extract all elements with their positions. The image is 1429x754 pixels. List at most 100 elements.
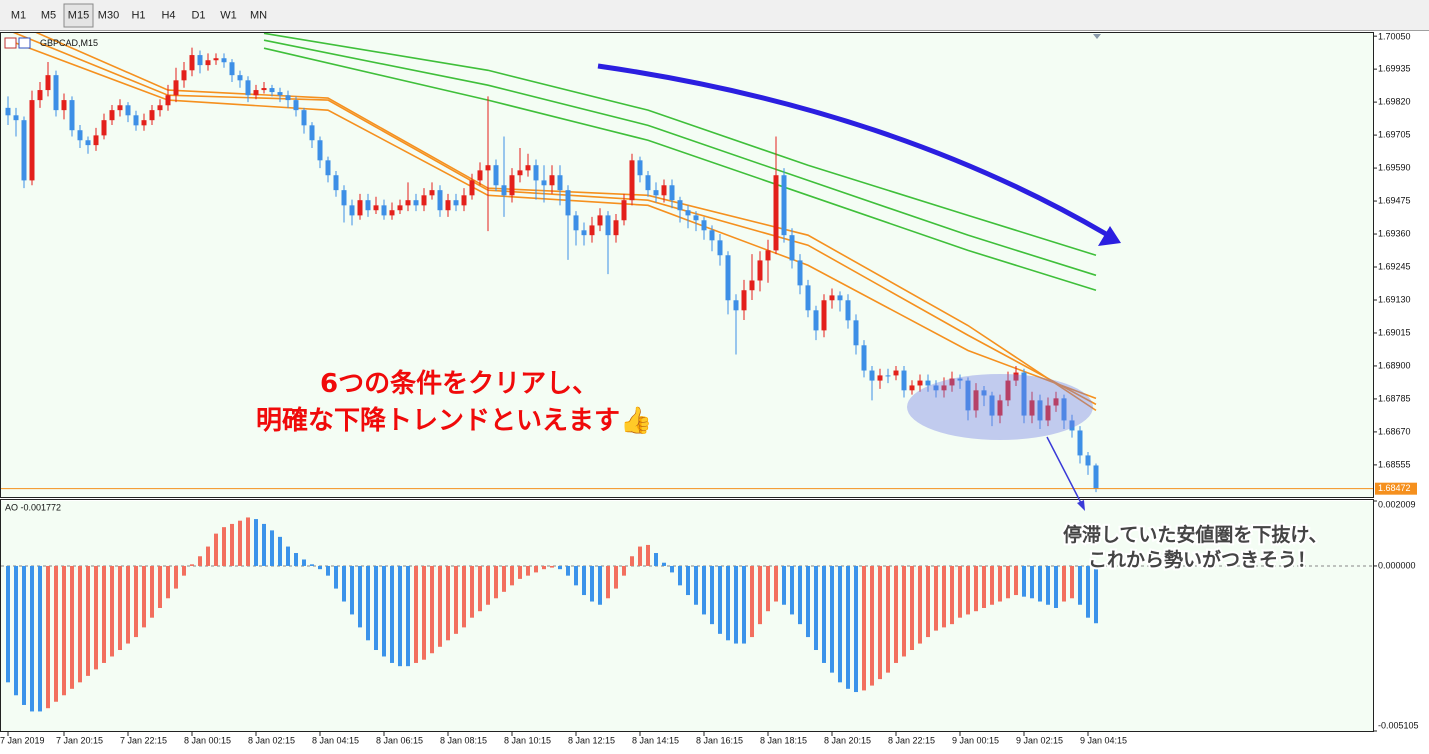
ao-bar xyxy=(438,565,442,647)
ao-bar xyxy=(278,536,282,566)
y-tick-label: 1.68900 xyxy=(1378,360,1411,370)
candle-body xyxy=(53,75,59,111)
ao-bar xyxy=(502,565,506,592)
candle-body xyxy=(101,120,107,136)
trend-arrowhead xyxy=(1098,226,1121,246)
ao-bar xyxy=(1094,565,1098,624)
ao-bar xyxy=(750,565,754,638)
ao-bar xyxy=(1030,565,1034,599)
ao-bar xyxy=(334,565,338,589)
ao-bar xyxy=(918,565,922,644)
timeframe-button[interactable]: M15 xyxy=(63,3,94,28)
candle-body xyxy=(485,165,491,171)
candle-body xyxy=(965,380,971,411)
candle-body xyxy=(125,105,131,116)
candle-body xyxy=(213,58,219,61)
ao-bar xyxy=(430,565,434,654)
ao-bar xyxy=(342,565,346,602)
timeframe-button[interactable]: M30 xyxy=(98,9,119,21)
candle-body xyxy=(693,215,699,221)
candle-body xyxy=(653,190,659,196)
timeframe-label: M15 xyxy=(68,9,89,21)
ao-bar xyxy=(798,565,802,625)
candle-body xyxy=(253,90,259,96)
timeframe-label: M30 xyxy=(98,9,119,21)
ao-bar xyxy=(574,565,578,586)
candle-body xyxy=(357,200,363,216)
ao-bar xyxy=(870,565,874,686)
x-tick-label: 8 Jan 20:15 xyxy=(824,735,871,745)
timeframe-button[interactable]: W1 xyxy=(220,9,237,21)
candle-body xyxy=(429,190,435,196)
y-tick-label: 1.69705 xyxy=(1378,129,1411,139)
y-tick-label: 1.69475 xyxy=(1378,195,1411,205)
timeframe-button[interactable]: D1 xyxy=(191,9,205,21)
x-tick-label: 7 Jan 22:15 xyxy=(120,735,167,745)
ao-bar xyxy=(470,565,474,618)
timeframe-button[interactable]: MN xyxy=(250,9,267,21)
candle-body xyxy=(1013,372,1019,381)
candle-body xyxy=(885,375,891,377)
ao-bar xyxy=(782,565,786,605)
candle-body xyxy=(141,120,147,126)
candle-body xyxy=(989,395,995,416)
ao-bar xyxy=(38,565,42,712)
candle-body xyxy=(21,120,27,181)
ao-bar xyxy=(206,546,210,566)
ao-bar xyxy=(166,565,170,599)
candle-body xyxy=(701,220,707,231)
ao-bar xyxy=(614,565,618,589)
ao-bar xyxy=(758,565,762,625)
ao-bar xyxy=(670,565,674,573)
ao-bar xyxy=(214,533,218,566)
candle-body xyxy=(349,205,355,216)
last-price-box xyxy=(1375,482,1417,495)
timeframe-button[interactable]: H1 xyxy=(131,9,145,21)
candle-body xyxy=(957,378,963,381)
ao-bar xyxy=(382,565,386,657)
y-tick-label: 0.000000 xyxy=(1378,560,1416,570)
y-tick-label: -0.005105 xyxy=(1378,720,1419,730)
note: これから勢いがつきそう！ xyxy=(1088,548,1316,571)
y-tick-label: 1.68785 xyxy=(1378,393,1411,403)
timeframe-button[interactable]: M1 xyxy=(11,9,26,21)
y-tick-label: 1.69820 xyxy=(1378,96,1411,106)
last-price-label: 1.68472 xyxy=(1378,483,1411,493)
candle-body xyxy=(453,200,459,206)
headline: 6つの条件をクリアし、 xyxy=(320,369,598,399)
timeframe-button[interactable]: M5 xyxy=(41,9,56,21)
candle-body xyxy=(1029,400,1035,416)
ao-bar xyxy=(1014,565,1018,596)
ao-bar xyxy=(598,565,602,605)
candle-body xyxy=(437,190,443,211)
candle-body xyxy=(837,295,843,301)
candle-body xyxy=(645,175,651,191)
candle-body xyxy=(405,200,411,206)
ao-bar xyxy=(982,565,986,608)
candle-body xyxy=(605,215,611,236)
ao-bar xyxy=(606,565,610,599)
candle-body xyxy=(573,215,579,231)
candle-body xyxy=(77,130,83,141)
ao-bar xyxy=(622,565,626,576)
ao-bar xyxy=(734,565,738,644)
ao-bar xyxy=(1062,565,1066,602)
x-tick-label: 8 Jan 14:15 xyxy=(632,735,679,745)
ao-bar xyxy=(30,565,34,712)
ao-bar xyxy=(662,562,666,566)
trend-arrow xyxy=(597,63,1108,237)
candle-body xyxy=(829,295,835,301)
ao-bar xyxy=(814,565,818,651)
candle-body xyxy=(869,370,875,381)
ao-bar xyxy=(190,564,194,566)
candle-body xyxy=(301,110,307,126)
timeframe-button[interactable]: H4 xyxy=(161,9,175,21)
ao-bar xyxy=(518,565,522,579)
candle-body xyxy=(37,90,43,101)
y-tick-label: 1.68555 xyxy=(1378,459,1411,469)
candle-body xyxy=(1061,398,1067,421)
x-tick-label: 8 Jan 02:15 xyxy=(248,735,295,745)
candle-body xyxy=(621,200,627,221)
